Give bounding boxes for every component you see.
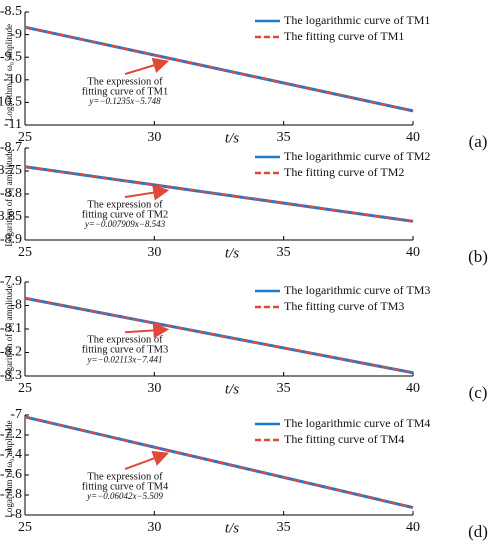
annotation: fitting curve of TM2 — [82, 209, 168, 220]
annotation: y=−0.06042x−5.509 — [86, 491, 163, 501]
y-axis-label: Logarithm of ω₀ amplitude — [4, 24, 14, 121]
x-axis-label: t/s — [225, 520, 239, 536]
annotation: The expression of — [87, 471, 163, 482]
annotation: fitting curve of TM4 — [82, 481, 169, 492]
y-tick-label: -8.85 — [0, 209, 22, 224]
legend-label: The logarithmic curve of TM1 — [284, 13, 430, 27]
annotation: fitting curve of TM1 — [82, 86, 168, 97]
series-line — [24, 415, 414, 509]
legend-label: The logarithmic curve of TM2 — [284, 149, 430, 163]
legend-label: The fitting curve of TM4 — [284, 432, 404, 446]
y-tick-label: -7.6 — [0, 467, 22, 482]
y-tick-label: -8 — [10, 507, 22, 522]
y-tick-label: -8.3 — [0, 368, 22, 383]
x-tick-label: 40 — [406, 520, 420, 535]
panel-label: (a) — [469, 132, 488, 151]
annotation: y=−0.1235x−5.748 — [88, 96, 161, 106]
annotation-arrow — [124, 184, 170, 201]
y-axis-label: Logarithm of ω₀ amplitude — [4, 284, 14, 381]
panel-label: (b) — [468, 247, 488, 266]
series-line — [24, 296, 414, 375]
y-axis-label: Logarithm of ω₀ amplitude — [4, 149, 14, 246]
x-tick-label: 25 — [18, 245, 32, 260]
y-tick-label: -7.2 — [0, 427, 22, 442]
x-tick-label: 30 — [147, 130, 161, 145]
x-tick-label: 30 — [147, 381, 161, 396]
y-tick-label: -8.8 — [0, 186, 22, 201]
x-tick-label: 35 — [277, 245, 291, 260]
y-tick-label: -7.9 — [0, 274, 22, 289]
y-tick-label: -9.5 — [0, 49, 22, 64]
x-tick-label: 35 — [277, 130, 291, 145]
x-tick-label: 25 — [18, 130, 32, 145]
y-tick-label: -8.2 — [0, 345, 22, 360]
y-tick-label: -8.75 — [0, 163, 22, 178]
x-axis-label: t/s — [225, 381, 239, 397]
y-tick-label: -7.4 — [0, 447, 22, 462]
x-axis-label: t/s — [225, 130, 239, 146]
y-tick-label: -9 — [10, 27, 22, 42]
legend-label: The fitting curve of TM2 — [284, 165, 404, 179]
series-line — [24, 165, 414, 223]
panel-label: (c) — [469, 383, 488, 402]
x-tick-label: 30 — [147, 245, 161, 260]
y-tick-label: -8.9 — [0, 232, 22, 247]
y-tick-label: -8.1 — [0, 321, 22, 336]
annotation-arrow — [124, 322, 170, 339]
annotation: fitting curve of TM3 — [82, 345, 168, 356]
x-tick-label: 35 — [277, 381, 291, 396]
annotation-arrow — [124, 57, 170, 76]
x-tick-label: 25 — [18, 381, 32, 396]
annotation: y=−0.007909x−8.543 — [84, 219, 166, 229]
series-line — [24, 26, 414, 112]
x-tick-label: 40 — [406, 245, 420, 260]
y-tick-label: -11 — [4, 117, 22, 132]
legend-label: The fitting curve of TM1 — [284, 29, 404, 43]
annotation: The expression of — [87, 335, 163, 346]
x-tick-label: 25 — [18, 520, 32, 535]
legend-label: The fitting curve of TM3 — [284, 299, 404, 313]
legend-label: The logarithmic curve of TM3 — [284, 283, 430, 297]
x-axis-label: t/s — [225, 245, 239, 261]
annotation: The expression of — [87, 199, 163, 210]
annotation: The expression of — [87, 76, 163, 87]
x-tick-label: 35 — [277, 520, 291, 535]
y-tick-label: -7 — [10, 407, 22, 422]
x-tick-label: 40 — [406, 130, 420, 145]
x-tick-label: 40 — [406, 381, 420, 396]
y-tick-label: -8.7 — [0, 140, 22, 155]
y-tick-label: -7.8 — [0, 487, 22, 502]
legend-label: The logarithmic curve of TM4 — [284, 416, 430, 430]
y-axis-label: Logarithm of ω₀ amplitude — [4, 420, 14, 517]
y-tick-label: -10 — [3, 72, 22, 87]
y-tick-label: -8.5 — [0, 4, 22, 19]
y-tick-label: -10.5 — [0, 95, 22, 110]
x-tick-label: 30 — [147, 520, 161, 535]
y-tick-label: -8 — [10, 298, 22, 313]
panel-label: (d) — [468, 522, 488, 541]
annotation-arrow — [124, 450, 170, 470]
annotation: y=−0.02113x−7.441 — [86, 354, 162, 364]
